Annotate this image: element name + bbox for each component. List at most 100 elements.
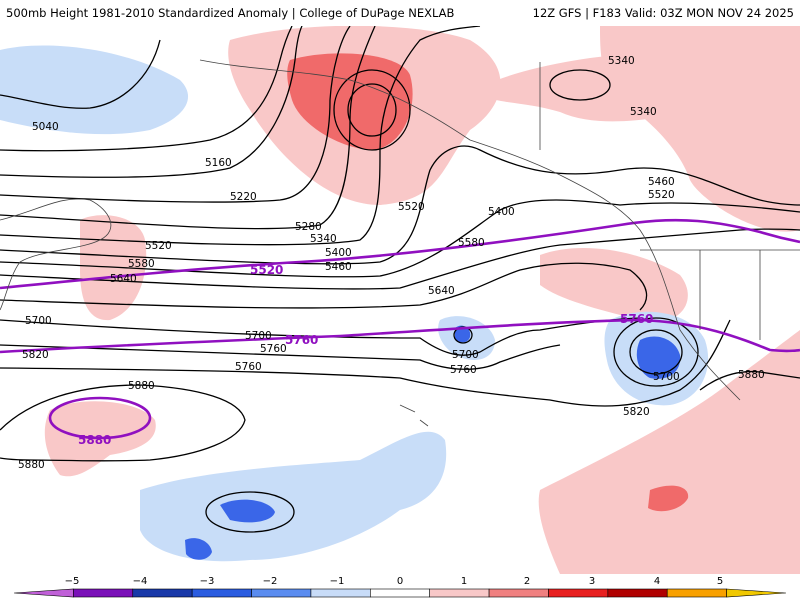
contour-label: 5220 <box>230 191 257 203</box>
colorbar-swatch <box>429 588 490 598</box>
contour-label: 5160 <box>205 157 232 169</box>
contour-label: 5700 <box>25 315 52 327</box>
contour-5340 <box>0 26 376 230</box>
positive-anomaly-central <box>540 247 688 322</box>
colorbar-swatch <box>251 588 312 598</box>
contour-5040 <box>0 39 161 109</box>
colorbar-tick-label: 4 <box>654 576 660 587</box>
colorbar-tick-labels: −5 −4 −3 −2 −1 0 1 2 3 4 5 <box>65 576 724 587</box>
contour-label: 5460 <box>325 261 352 273</box>
colorbar-tick-label: 5 <box>717 576 723 587</box>
positive-anomaly-ne <box>600 26 800 232</box>
contour-closed-alaska <box>549 69 611 101</box>
contour-label: 5700 <box>452 349 479 361</box>
contour-label: 5580 <box>458 237 485 249</box>
contour-label: 5760 <box>450 364 477 376</box>
contour-5220 <box>0 26 303 178</box>
colorbar-swatch <box>310 588 371 598</box>
contour-label: 5520 <box>398 201 425 213</box>
colorbar-tick-label: −2 <box>263 576 278 587</box>
highlight-label: 5880 <box>78 433 111 447</box>
colorbar-tick-label: 2 <box>524 576 530 587</box>
colorbar-swatch <box>548 588 609 598</box>
contour-label-group: 5040 5160 5220 5280 5340 5400 5460 5520 … <box>18 55 765 471</box>
map-header: 500mb Height 1981-2010 Standardized Anom… <box>0 0 800 26</box>
contour-label: 5880 <box>128 380 155 392</box>
contour-label: 5400 <box>488 206 515 218</box>
contour-label: 5340 <box>630 106 657 118</box>
colorbar-tick-label: 1 <box>461 576 467 587</box>
height-contours <box>0 26 800 533</box>
contour-closed-cut-off <box>613 317 699 387</box>
contour-closed-north-2 <box>347 83 397 137</box>
contour-label: 5820 <box>22 349 49 361</box>
contour-5400 <box>0 26 481 246</box>
anomaly-colorbar: −5 −4 −3 −2 −1 0 1 2 3 4 5 <box>0 574 800 600</box>
colorbar-swatch <box>132 588 193 598</box>
header-title-right: 12Z GFS | F183 Valid: 03Z MON NOV 24 202… <box>532 6 794 20</box>
negative-anomaly-nw <box>0 45 189 135</box>
contour-label: 5700 <box>245 330 272 342</box>
contour-label: 5580 <box>128 258 155 270</box>
contour-label: 5520 <box>648 189 675 201</box>
colorbar-tick-label: −3 <box>200 576 215 587</box>
negative-anomaly-south <box>140 431 447 562</box>
colorbar-swatch <box>488 588 549 598</box>
colorbar-tick-label: −1 <box>330 576 345 587</box>
contour-label: 5820 <box>623 406 650 418</box>
highlight-5760 <box>0 318 800 354</box>
contour-5580 <box>0 228 800 290</box>
hawaii-islands <box>399 404 429 427</box>
colorbar-swatch <box>370 588 430 598</box>
map-panel: 5040 5160 5220 5280 5340 5400 5460 5520 … <box>0 26 800 574</box>
positive-anomaly-se-strong <box>648 485 689 512</box>
highlight-label: 5520 <box>250 263 283 277</box>
highlight-contours <box>0 218 800 440</box>
positive-anomaly-se <box>538 330 800 574</box>
negative-anomaly-south-core <box>220 499 275 523</box>
contour-5880 <box>0 384 246 462</box>
contour-5520 <box>0 199 800 278</box>
colorbar-tick-label: 3 <box>589 576 595 587</box>
colorbar-tick-label: −4 <box>133 576 148 587</box>
contour-5640 <box>0 262 648 311</box>
contour-label: 5880 <box>738 369 765 381</box>
contour-5160 <box>0 26 293 152</box>
contour-label: 5880 <box>18 459 45 471</box>
contour-label: 5340 <box>310 233 337 245</box>
colorbar-tick-label: 0 <box>397 576 403 587</box>
contour-label: 5460 <box>648 176 675 188</box>
colorbar-swatches <box>13 588 787 598</box>
contour-5760 <box>0 344 561 370</box>
negative-anomaly-low-core <box>636 336 681 379</box>
contour-label: 5640 <box>428 285 455 297</box>
highlight-5520 <box>0 218 800 290</box>
colorbar-swatch <box>607 588 668 598</box>
coastline-alaska <box>199 59 741 401</box>
colorbar-swatch <box>726 588 787 598</box>
colorbar-swatch <box>666 588 727 598</box>
contour-label: 5700 <box>653 371 680 383</box>
contour-closed-south <box>205 491 295 533</box>
highlight-label: 5760 <box>285 333 318 347</box>
highlight-5880 <box>48 396 152 440</box>
contour-label: 5340 <box>608 55 635 67</box>
highlight-label: 5760 <box>620 312 653 326</box>
colorbar-tick-label: −5 <box>65 576 80 587</box>
contour-5820 <box>0 319 731 407</box>
contour-5880-east <box>699 370 800 391</box>
colorbar-swatch <box>13 588 74 598</box>
contour-5280 <box>0 26 351 203</box>
negative-anomaly-small-core <box>455 325 471 343</box>
contour-label: 5280 <box>295 221 322 233</box>
highlight-label-group: 5520 5760 5760 5880 <box>78 263 653 447</box>
colorbar-swatch <box>191 588 252 598</box>
colorbar-swatch <box>73 588 134 598</box>
contour-label: 5760 <box>260 343 287 355</box>
anomaly-shading <box>0 26 800 574</box>
contour-closed-north-1 <box>333 69 411 151</box>
contour-label: 5760 <box>235 361 262 373</box>
contour-label: 5640 <box>110 273 137 285</box>
coastlines <box>0 59 800 427</box>
contour-label: 5520 <box>145 240 172 252</box>
